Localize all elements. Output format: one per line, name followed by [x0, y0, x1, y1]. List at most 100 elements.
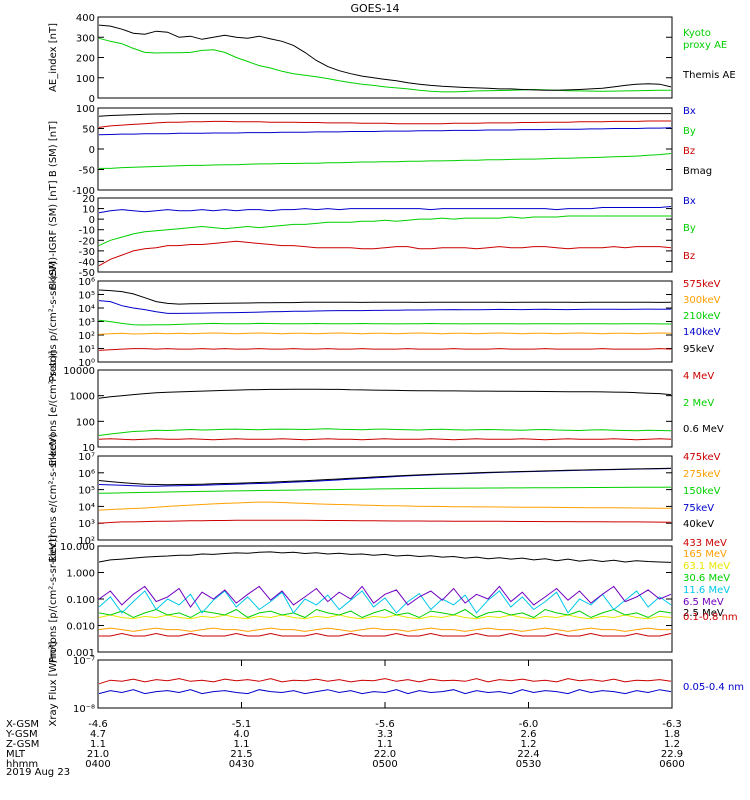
- panel-2-series-2-line: [99, 153, 672, 169]
- panel-6-legend-1: 475keV: [683, 452, 721, 463]
- panel-8-series-2-line: [98, 689, 672, 695]
- xaxis-row-value: 2.6: [521, 729, 537, 740]
- xaxis-row-value: 0500: [372, 759, 397, 770]
- xaxis-row-value: 1.2: [521, 739, 537, 750]
- panel-7-series-6-line: [98, 585, 672, 608]
- panel-7-legend-6: 6.5 MeV: [683, 597, 724, 608]
- xaxis-row-label: Z-GSM: [6, 739, 39, 750]
- panel-6-series-4-line: [98, 468, 672, 487]
- panel-2-legend-2: By: [683, 126, 696, 137]
- panel-4-series-3-line: [98, 319, 672, 326]
- panel-4-ylabel: Protons p/(cm²-s-sr-keV): [48, 261, 59, 382]
- panel-4-frame: [97, 280, 673, 363]
- y-tick-label: 10³: [78, 519, 95, 530]
- y-tick-label: 10: [82, 443, 95, 454]
- panel-5-ylabel: Electrons [e/(cm²-s-sr)]: [48, 351, 59, 467]
- panel-6-legend-3: 150keV: [683, 486, 721, 497]
- xaxis-row-value: 0430: [229, 759, 254, 770]
- y-tick-label: 0.001: [66, 648, 95, 659]
- panel-4-legend-4: 140keV: [683, 327, 721, 338]
- xaxis-row-value: 0400: [85, 759, 110, 770]
- y-tick-label: 10⁵: [78, 486, 95, 497]
- y-tick-label: 300: [76, 33, 95, 44]
- y-tick-label: 10²: [78, 331, 95, 342]
- y-tick-label: -30: [79, 247, 95, 258]
- panel-2-legend-3: Bz: [683, 146, 695, 157]
- xaxis-row-value: -6.3: [662, 719, 682, 730]
- panel-8-legend-2: 0.05-0.4 nm: [683, 682, 744, 693]
- xaxis-row-value: 0530: [516, 759, 541, 770]
- y-tick-label: 10⁵: [78, 291, 95, 302]
- y-tick-label: 10: [82, 205, 95, 216]
- panel-4-series-5-line: [98, 289, 672, 305]
- y-tick-label: 0: [89, 215, 95, 226]
- panel-7-legend-4: 30.6 MeV: [683, 573, 730, 584]
- xaxis-row-value: 1.8: [664, 729, 680, 740]
- y-tick-label: 1000: [70, 392, 95, 403]
- panel-2-legend-1: Bx: [683, 106, 696, 117]
- panel-4-legend-3: 210keV: [683, 311, 721, 322]
- y-tick-label: 10⁻⁷: [73, 656, 95, 667]
- panel-8-frame: [97, 659, 673, 709]
- panel-7-legend-1: 433 MeV: [683, 538, 727, 549]
- panel-3-legend-1: Bx: [683, 196, 696, 207]
- xaxis-row-value: 22.0: [374, 749, 396, 760]
- y-tick-label: 10⁴: [78, 304, 95, 315]
- panel-3-legend-3: Bz: [683, 251, 695, 262]
- y-tick-label: 10³: [78, 318, 95, 329]
- panel-5-frame: [97, 369, 673, 448]
- panel-7-legend-5: 11.6 MeV: [683, 585, 730, 596]
- panel-1-series-2-line: [98, 24, 672, 91]
- panel-6-legend-4: 75keV: [683, 503, 714, 514]
- panel-6-ylabel: Electrons e/(cm²-s-sr-keV): [48, 433, 59, 562]
- panel-2-legend-4: Bmag: [683, 166, 712, 177]
- panel-1-legend-1: Kyoto: [683, 28, 711, 39]
- y-tick-label: 0: [89, 94, 95, 105]
- panel-3-series-1-line: [98, 206, 672, 214]
- panel-3-series-2-line: [98, 215, 671, 247]
- y-tick-label: -50: [79, 268, 95, 279]
- y-tick-label: 10⁶: [78, 469, 95, 480]
- xaxis-row-value: -5.1: [232, 719, 252, 730]
- y-tick-label: -40: [79, 257, 95, 268]
- panel-3-frame: [97, 197, 673, 273]
- y-tick-label: -20: [79, 236, 95, 247]
- y-tick-label: 10⁰: [78, 358, 95, 369]
- panel-3-series-3-line: [98, 240, 672, 267]
- xaxis-row-value: 4.0: [234, 729, 250, 740]
- y-tick-label: 100: [76, 74, 95, 85]
- y-tick-label: 10⁷: [78, 452, 95, 463]
- y-tick-label: 100: [76, 104, 95, 115]
- xaxis-row-value: 21.5: [230, 749, 252, 760]
- panel-4-legend-1: 575keV: [683, 279, 721, 290]
- xaxis-row-value: -6.0: [519, 719, 539, 730]
- y-tick-label: -50: [79, 166, 95, 177]
- panel-6-frame: [97, 455, 673, 541]
- y-tick-label: 400: [76, 13, 95, 24]
- panel-7-series-3-line: [98, 614, 672, 620]
- y-tick-label: 10²: [78, 536, 95, 547]
- y-tick-label: 20: [82, 194, 95, 205]
- y-tick-label: 10⁴: [78, 502, 95, 513]
- date-label: 2019 Aug 23: [6, 767, 71, 778]
- y-tick-label: 200: [76, 54, 95, 65]
- xaxis-row-value: 22.9: [661, 749, 683, 760]
- panel-8-series-1-line: [98, 678, 672, 685]
- panel-5-legend-1: 4 MeV: [683, 371, 714, 382]
- panel-4-series-2-line: [98, 332, 672, 335]
- y-tick-label: 10000: [63, 366, 95, 377]
- panel-7-ylabel: Protons [p/(cm²-s-sr-keV)]: [48, 535, 59, 663]
- panel-7-series-1-line: [99, 632, 672, 637]
- panel-8-legend-1: 0.1-0.8 nm: [683, 612, 738, 623]
- panel-7-series-4-line: [98, 608, 672, 619]
- y-tick-label: 0.100: [66, 595, 95, 606]
- panel-3-ylabel: B (SM)-IGRF (SM) [nT]: [48, 180, 59, 289]
- panel-7-legend-7: 2.5 MeV: [683, 608, 724, 619]
- panel-7-series-2-line: [98, 627, 671, 632]
- panel-5-series-2-line: [98, 428, 672, 436]
- y-tick-label: 10¹: [78, 345, 95, 356]
- plot-title: GOES-14: [350, 2, 400, 15]
- xaxis-row-value: 21.0: [87, 749, 109, 760]
- y-tick-label: -100: [72, 186, 95, 197]
- panel-6-series-5-line: [98, 467, 672, 486]
